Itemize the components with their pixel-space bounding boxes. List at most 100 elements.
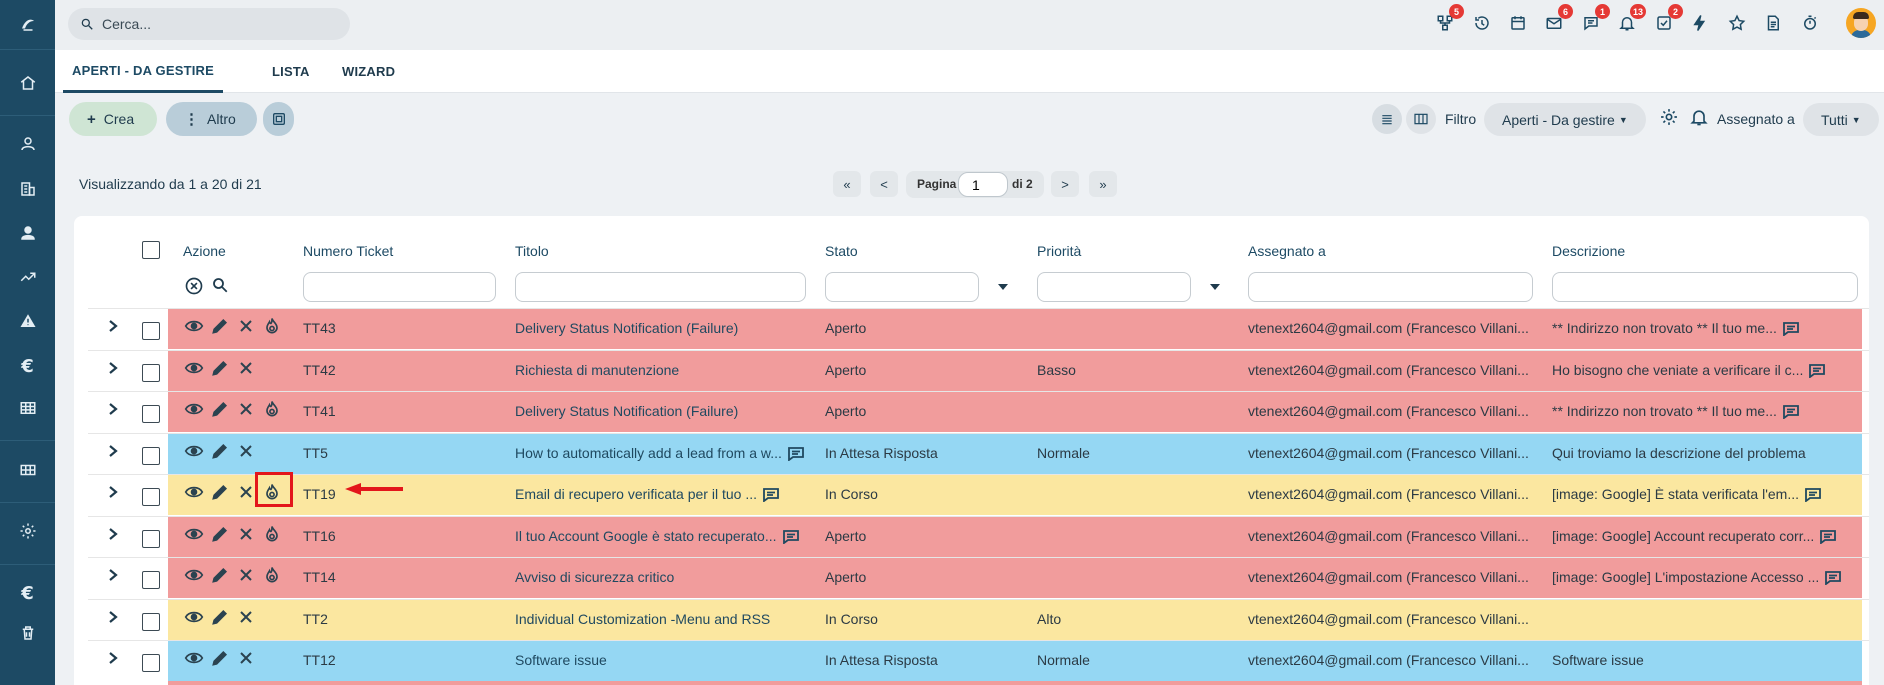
first-page-button[interactable]: « <box>833 171 861 197</box>
table-row[interactable] <box>168 308 1862 349</box>
table-row[interactable] <box>168 433 1862 474</box>
ticket-title[interactable]: How to automatically add a lead from a w… <box>515 445 804 462</box>
delete-x-icon[interactable] <box>235 523 257 545</box>
delete-x-icon[interactable] <box>235 647 257 669</box>
assigned-filter-input[interactable] <box>1248 272 1533 302</box>
header-title[interactable]: Titolo <box>515 243 549 259</box>
contact-icon[interactable] <box>0 218 55 248</box>
table-row[interactable] <box>168 516 1862 557</box>
ticket-title[interactable]: Avviso di sicurezza critico <box>515 569 674 585</box>
hierarchy-icon[interactable]: 5 <box>1432 4 1464 36</box>
flame-icon[interactable] <box>261 481 283 503</box>
timer-icon[interactable] <box>1797 10 1823 36</box>
priority-filter-input[interactable] <box>1037 272 1191 302</box>
expand-chevron-icon[interactable] <box>107 485 119 499</box>
document-icon[interactable] <box>1760 10 1786 36</box>
building-icon[interactable] <box>0 174 55 204</box>
trash-icon[interactable] <box>0 618 55 648</box>
row-checkbox[interactable] <box>142 447 160 465</box>
chat-icon[interactable]: 1 <box>1578 4 1610 36</box>
prev-page-button[interactable]: < <box>870 171 898 197</box>
delete-x-icon[interactable] <box>235 606 257 628</box>
flame-icon[interactable] <box>261 564 283 586</box>
table-row[interactable] <box>168 557 1862 598</box>
flame-icon[interactable] <box>261 523 283 545</box>
delete-x-icon[interactable] <box>235 481 257 503</box>
edit-pencil-icon[interactable] <box>209 315 231 337</box>
assigned-dropdown[interactable]: Tutti ▼ <box>1803 103 1879 136</box>
ticket-title[interactable]: Delivery Status Notification (Failure) <box>515 403 738 419</box>
row-checkbox[interactable] <box>142 530 160 548</box>
view-eye-icon[interactable] <box>183 357 205 379</box>
warning-icon[interactable] <box>0 306 55 336</box>
lightning-icon[interactable] <box>1687 10 1713 36</box>
history-icon[interactable] <box>1469 10 1495 36</box>
euro-icon[interactable]: € <box>21 582 34 604</box>
edit-pencil-icon[interactable] <box>209 606 231 628</box>
calendar-icon[interactable] <box>1505 10 1531 36</box>
bell-icon[interactable] <box>1689 107 1711 129</box>
row-checkbox[interactable] <box>142 488 160 506</box>
ticket-title[interactable]: Richiesta di manutenzione <box>515 362 679 378</box>
delete-x-icon[interactable] <box>235 357 257 379</box>
row-checkbox[interactable] <box>142 322 160 340</box>
table-row[interactable] <box>168 474 1862 515</box>
search-filter-icon[interactable] <box>211 276 229 294</box>
table-row[interactable] <box>168 599 1862 640</box>
settings-gear-icon[interactable] <box>1659 107 1681 129</box>
tab-aperti-da-gestire[interactable]: APERTI - DA GESTIRE <box>63 50 223 93</box>
gear-icon[interactable] <box>0 516 55 546</box>
header-ticket-number[interactable]: Numero Ticket <box>303 243 394 259</box>
ticket-title[interactable]: Individual Customization -Menu and RSS <box>515 611 770 627</box>
delete-x-icon[interactable] <box>235 398 257 420</box>
table-row[interactable] <box>168 391 1862 432</box>
view-eye-icon[interactable] <box>183 315 205 337</box>
list-view-button[interactable] <box>1372 104 1402 134</box>
select-all-checkbox[interactable] <box>142 241 160 259</box>
search-box[interactable] <box>68 8 350 40</box>
header-description[interactable]: Descrizione <box>1552 243 1626 259</box>
tab-lista[interactable]: LISTA <box>272 64 310 79</box>
filter-dropdown[interactable]: Aperti - Da gestire ▼ <box>1484 103 1646 136</box>
status-filter-caret-icon[interactable] <box>998 284 1008 290</box>
clear-filter-icon[interactable] <box>184 276 204 296</box>
tab-wizard[interactable]: WIZARD <box>342 64 396 79</box>
expand-chevron-icon[interactable] <box>107 651 119 665</box>
search-input[interactable] <box>102 16 332 32</box>
bell-icon[interactable]: 13 <box>1614 4 1646 36</box>
view-eye-icon[interactable] <box>183 606 205 628</box>
star-icon[interactable] <box>1724 10 1750 36</box>
header-assigned[interactable]: Assegnato a <box>1248 243 1326 259</box>
delete-x-icon[interactable] <box>235 440 257 462</box>
more-button[interactable]: ⋮ Altro <box>166 102 257 136</box>
page-input[interactable] <box>958 172 1008 197</box>
logo-icon[interactable] <box>0 8 55 40</box>
mail-icon[interactable]: 6 <box>1541 4 1573 36</box>
row-checkbox[interactable] <box>142 613 160 631</box>
description-filter-input[interactable] <box>1552 272 1858 302</box>
title-filter-input[interactable] <box>515 272 806 302</box>
table-row[interactable] <box>168 640 1862 681</box>
last-page-button[interactable]: » <box>1089 171 1117 197</box>
priority-filter-caret-icon[interactable] <box>1210 284 1220 290</box>
trend-icon[interactable] <box>0 262 55 292</box>
expand-chevron-icon[interactable] <box>107 610 119 624</box>
edit-pencil-icon[interactable] <box>209 481 231 503</box>
row-checkbox[interactable] <box>142 364 160 382</box>
expand-chevron-icon[interactable] <box>107 444 119 458</box>
row-checkbox[interactable] <box>142 571 160 589</box>
grid-icon[interactable] <box>0 455 55 485</box>
status-filter-input[interactable] <box>825 272 979 302</box>
view-eye-icon[interactable] <box>183 523 205 545</box>
tasks-icon[interactable]: 2 <box>1651 4 1683 36</box>
ticket-number-filter-input[interactable] <box>303 272 496 302</box>
view-eye-icon[interactable] <box>183 647 205 669</box>
expand-chevron-icon[interactable] <box>107 402 119 416</box>
expand-chevron-icon[interactable] <box>107 319 119 333</box>
row-checkbox[interactable] <box>142 654 160 672</box>
view-eye-icon[interactable] <box>183 564 205 586</box>
expand-chevron-icon[interactable] <box>107 527 119 541</box>
kanban-view-button[interactable] <box>1406 104 1436 134</box>
edit-pencil-icon[interactable] <box>209 647 231 669</box>
edit-pencil-icon[interactable] <box>209 523 231 545</box>
